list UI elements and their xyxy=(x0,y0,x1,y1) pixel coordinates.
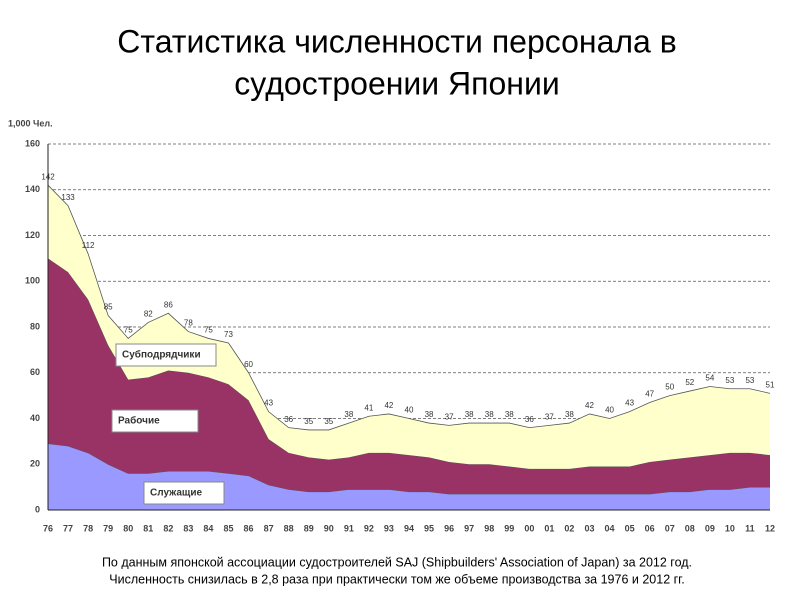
x-tick-label: 81 xyxy=(143,523,153,533)
total-label: 53 xyxy=(725,376,734,385)
x-tick-label: 77 xyxy=(63,523,73,533)
x-tick-label: 99 xyxy=(504,523,514,533)
x-tick-label: 04 xyxy=(605,523,615,533)
total-label: 75 xyxy=(124,326,133,335)
x-tick-label: 83 xyxy=(183,523,193,533)
total-label: 38 xyxy=(485,410,494,419)
total-label: 35 xyxy=(304,417,313,426)
legend-label: Рабочие xyxy=(118,415,160,427)
y-unit: 1,000 Чел. xyxy=(8,118,53,128)
total-label: 78 xyxy=(184,319,193,328)
x-tick-label: 00 xyxy=(524,523,534,533)
x-tick-label: 82 xyxy=(163,523,173,533)
x-tick-label: 80 xyxy=(123,523,133,533)
x-tick-label: 09 xyxy=(705,523,715,533)
total-label: 142 xyxy=(41,172,55,181)
x-tick-label: 03 xyxy=(584,523,594,533)
total-label: 75 xyxy=(204,326,213,335)
total-label: 53 xyxy=(745,376,754,385)
y-tick-label: 160 xyxy=(25,138,40,148)
total-label: 37 xyxy=(545,412,554,421)
total-label: 50 xyxy=(665,383,674,392)
total-label: 38 xyxy=(505,410,514,419)
x-tick-label: 96 xyxy=(444,523,454,533)
y-tick-label: 140 xyxy=(25,184,40,194)
x-tick-label: 76 xyxy=(43,523,53,533)
y-tick-label: 80 xyxy=(30,321,40,331)
area xyxy=(48,185,770,469)
x-tick-label: 94 xyxy=(404,523,414,533)
total-label: 41 xyxy=(364,403,373,412)
total-label: 35 xyxy=(324,417,333,426)
y-tick-label: 120 xyxy=(25,230,40,240)
x-tick-label: 87 xyxy=(264,523,274,533)
y-tick-label: 60 xyxy=(30,367,40,377)
total-label: 43 xyxy=(625,399,634,408)
chart-title: Статистика численности персонала в xyxy=(117,23,676,59)
total-label: 42 xyxy=(384,401,393,410)
total-label: 36 xyxy=(284,415,293,424)
x-tick-label: 78 xyxy=(83,523,93,533)
total-label: 40 xyxy=(405,406,414,415)
x-tick-label: 97 xyxy=(464,523,474,533)
x-tick-label: 06 xyxy=(645,523,655,533)
total-label: 43 xyxy=(264,399,273,408)
total-label: 73 xyxy=(224,330,233,339)
legend-box xyxy=(115,343,217,367)
y-tick-label: 100 xyxy=(25,276,40,286)
footnote: По данным японской ассоциации судостроит… xyxy=(102,555,692,569)
x-tick-label: 90 xyxy=(324,523,334,533)
x-tick-label: 85 xyxy=(223,523,233,533)
legend-box xyxy=(143,481,225,505)
total-label: 54 xyxy=(705,374,714,383)
total-label: 38 xyxy=(565,410,574,419)
x-tick-label: 12 xyxy=(765,523,775,533)
area xyxy=(48,443,770,510)
total-label: 38 xyxy=(344,410,353,419)
x-tick-label: 08 xyxy=(685,523,695,533)
x-tick-label: 98 xyxy=(484,523,494,533)
x-tick-label: 95 xyxy=(424,523,434,533)
legend-label: Субподрядчики xyxy=(122,349,201,361)
x-tick-label: 92 xyxy=(364,523,374,533)
x-tick-label: 07 xyxy=(665,523,675,533)
x-tick-label: 05 xyxy=(625,523,635,533)
x-tick-label: 79 xyxy=(103,523,113,533)
total-label: 86 xyxy=(164,300,173,309)
total-label: 38 xyxy=(465,410,474,419)
total-label: 40 xyxy=(605,406,614,415)
x-tick-label: 86 xyxy=(244,523,254,533)
total-label: 112 xyxy=(82,241,95,250)
chart-title-line: судостроении Японии xyxy=(234,65,559,101)
y-tick-label: 40 xyxy=(30,413,40,423)
total-label: 38 xyxy=(425,410,434,419)
total-label: 51 xyxy=(766,380,775,389)
x-tick-label: 84 xyxy=(203,523,213,533)
x-tick-label: 93 xyxy=(384,523,394,533)
legend-label: Служащие xyxy=(150,488,202,499)
total-label: 47 xyxy=(645,390,654,399)
total-label: 36 xyxy=(525,415,534,424)
total-label: 85 xyxy=(104,303,113,312)
total-label: 133 xyxy=(61,193,75,202)
total-label: 37 xyxy=(445,412,454,421)
y-tick-label: 20 xyxy=(30,459,40,469)
x-tick-label: 02 xyxy=(564,523,574,533)
footnote: Численность снизилась в 2,8 раза при пра… xyxy=(109,572,684,586)
x-tick-label: 01 xyxy=(544,523,554,533)
total-label: 52 xyxy=(685,378,694,387)
x-tick-label: 11 xyxy=(745,523,755,533)
x-tick-label: 10 xyxy=(725,523,735,533)
x-tick-label: 89 xyxy=(304,523,314,533)
x-tick-label: 91 xyxy=(344,523,354,533)
legend-box xyxy=(111,409,199,433)
y-tick-label: 0 xyxy=(35,504,40,514)
area xyxy=(48,258,770,494)
area-edge xyxy=(47,184,771,431)
total-label: 82 xyxy=(144,310,153,319)
total-label: 60 xyxy=(244,360,253,369)
total-label: 42 xyxy=(585,401,594,410)
x-tick-label: 88 xyxy=(284,523,294,533)
